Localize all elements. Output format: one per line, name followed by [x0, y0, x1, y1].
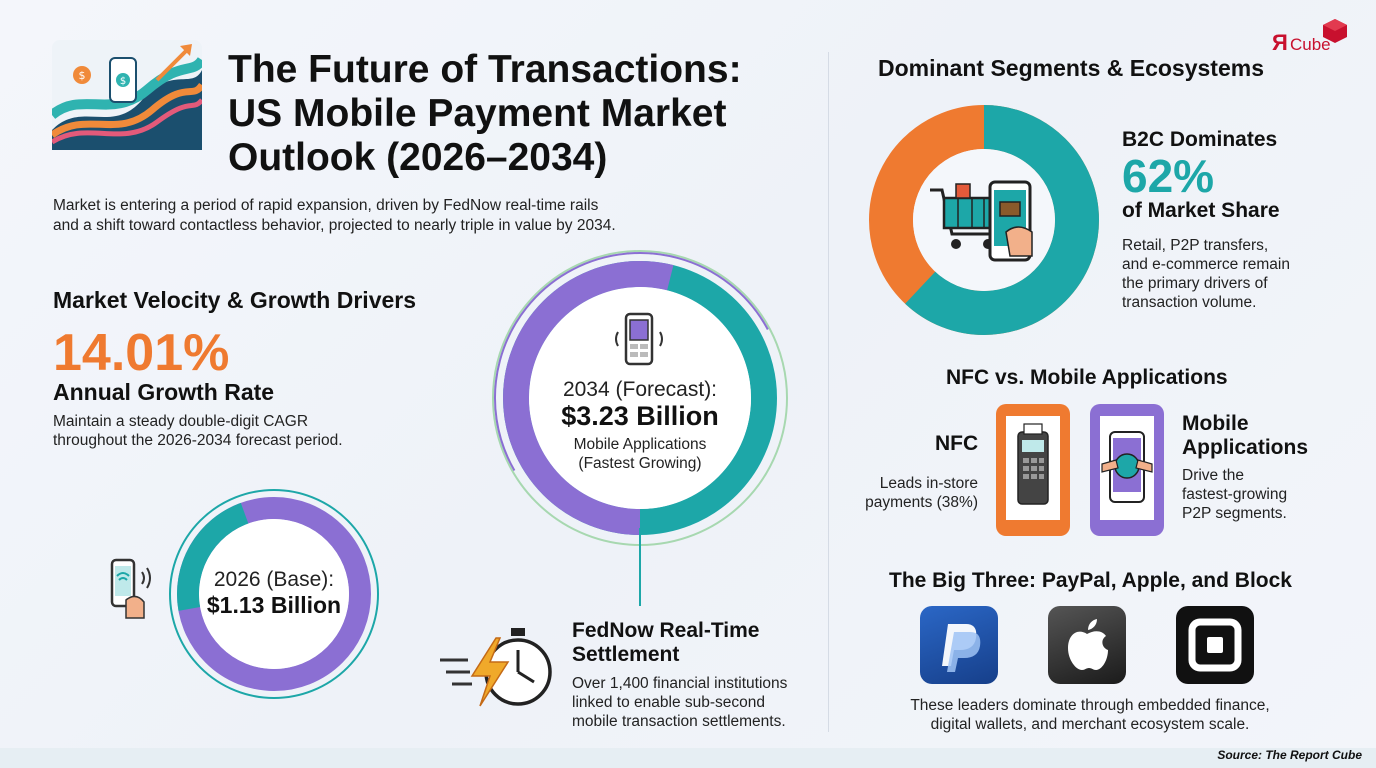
footer-bar: [0, 748, 1376, 768]
growth-rate-label: Annual Growth Rate: [53, 379, 275, 405]
logo-letter: Я: [1272, 30, 1288, 55]
svg-text:$: $: [79, 69, 86, 82]
contactless-phone-icon: [110, 558, 151, 619]
forecast-value: $3.23 Billion: [561, 401, 719, 431]
cube-icon: [1323, 19, 1347, 43]
apple-icon: [1048, 606, 1126, 684]
nfc-terminal-phone-icon: [996, 404, 1070, 536]
nfc-description: Leads in-store payments (38%): [865, 475, 978, 511]
mobile-app-transfer-icon: [1090, 404, 1164, 536]
growth-heading: Market Velocity & Growth Drivers: [53, 287, 417, 313]
bigthree-description: These leaders dominate through embedded …: [910, 697, 1270, 733]
forecast-label: 2034 (Forecast):: [562, 378, 718, 401]
source-credit: Source: The Report Cube: [1217, 748, 1362, 762]
fednow-description: Over 1,400 financial institutions linked…: [572, 675, 788, 730]
bigthree-heading: The Big Three: PayPal, Apple, and Block: [889, 569, 1292, 592]
intro-text: Market is entering a period of rapid exp…: [53, 197, 616, 234]
fednow-title: FedNow Real-Time Settlement: [572, 619, 760, 666]
b2c-label: of Market Share: [1122, 199, 1280, 222]
page-title: The Future of Transactions: US Mobile Pa…: [228, 48, 742, 179]
base-ring: [169, 489, 379, 699]
column-divider: [828, 52, 829, 732]
nfc-heading: NFC vs. Mobile Applications: [946, 366, 1228, 389]
paypal-icon: [920, 606, 998, 684]
b2c-share-arc: [869, 105, 1099, 335]
stopwatch-lightning-icon: [440, 628, 552, 707]
shopping-cart-phone-icon: [930, 180, 1033, 262]
forecast-sub: Mobile Applications (Fastest Growing): [573, 436, 707, 472]
base-value: $1.13 Billion: [206, 592, 342, 618]
nfc-title: NFC: [935, 432, 979, 455]
logo-text: Cube: [1290, 35, 1331, 54]
base-label: 2026 (Base):: [213, 568, 335, 591]
connector-line: [639, 528, 641, 606]
segments-heading: Dominant Segments & Ecosystems: [878, 55, 1265, 81]
growth-rate: 14.01%: [53, 324, 230, 382]
b2c-title: B2C Dominates: [1122, 128, 1278, 151]
report-cube-logo: Я Cube: [1270, 18, 1352, 58]
growth-description: Maintain a steady double-digit CAGR thro…: [53, 413, 343, 449]
forecast-ring: [492, 250, 788, 546]
smartphone-icon: [615, 312, 663, 366]
hero-illustration: $ $: [52, 40, 202, 150]
app-title: Mobile Applications: [1182, 412, 1309, 459]
svg-text:$: $: [120, 76, 126, 87]
block-square-icon: [1176, 606, 1254, 684]
b2c-value: 62%: [1122, 150, 1215, 202]
b2c-description: Retail, P2P transfers, and e-commerce re…: [1122, 237, 1290, 311]
app-description: Drive the fastest-growing P2P segments.: [1182, 467, 1288, 522]
